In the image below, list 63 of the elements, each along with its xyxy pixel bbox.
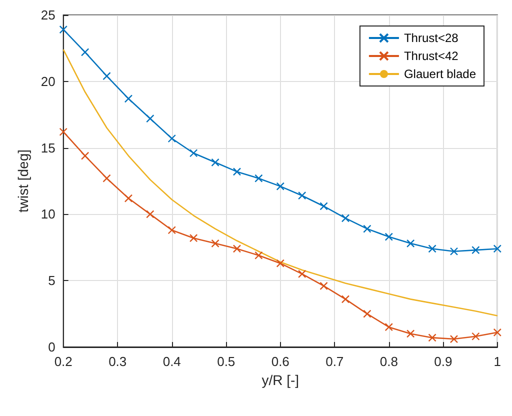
point (124, 94, 133, 103)
y-tick-label: 15 (40, 140, 56, 156)
point (232, 168, 242, 176)
point (298, 270, 306, 278)
point (298, 192, 306, 200)
y-tick-label: 5 (48, 273, 56, 288)
point (320, 282, 328, 290)
legend-label: Thrust<42 (404, 49, 459, 63)
point (168, 134, 176, 143)
y-tick-label: 20 (40, 74, 56, 89)
point (341, 214, 350, 222)
point (124, 194, 133, 202)
point (146, 210, 154, 218)
point (232, 244, 242, 253)
y-tick-label: 10 (40, 206, 56, 222)
y-tick-label: 0 (48, 340, 56, 354)
x-tick-label: 0.4 (162, 354, 181, 369)
x-tick-label: 1 (494, 354, 501, 369)
point (211, 239, 220, 248)
x-tick-label: 0.8 (380, 354, 398, 369)
point (254, 174, 263, 182)
point (450, 334, 458, 344)
point (189, 234, 198, 242)
point (276, 182, 284, 190)
point (363, 310, 372, 318)
point (276, 259, 284, 268)
point (472, 332, 480, 340)
point (320, 202, 328, 210)
x-tick-label: 0.3 (108, 354, 127, 369)
point (428, 334, 436, 342)
y-tick-label: 25 (40, 8, 56, 22)
x-tick-label: 0.9 (434, 354, 452, 369)
x-axis-title: y/R [-] (262, 372, 300, 388)
point (80, 152, 90, 160)
point (472, 246, 480, 254)
point (189, 149, 198, 158)
point (59, 128, 68, 136)
point (59, 26, 68, 34)
point (254, 251, 263, 260)
point (384, 232, 393, 241)
point (493, 328, 502, 336)
point (102, 174, 111, 182)
point (406, 330, 415, 338)
point (450, 247, 458, 256)
y-axis-title: twist [deg] (15, 149, 31, 213)
point (406, 239, 415, 248)
x-tick-label: 0.6 (271, 354, 290, 369)
x-tick-label: 0.2 (54, 354, 72, 369)
x-tick-label: 0.5 (217, 354, 236, 369)
point (384, 322, 393, 332)
point (428, 244, 436, 253)
point (363, 224, 372, 233)
point (168, 226, 176, 234)
x-tick-label: 0.7 (326, 354, 344, 369)
point (80, 48, 90, 56)
point (146, 114, 154, 123)
line-series (62, 48, 498, 316)
point (211, 158, 220, 167)
legend-label: Thrust<28 (404, 31, 459, 45)
point (493, 244, 502, 253)
point (341, 295, 350, 304)
point (102, 72, 111, 80)
legend-label: Glauert blade (404, 67, 476, 81)
